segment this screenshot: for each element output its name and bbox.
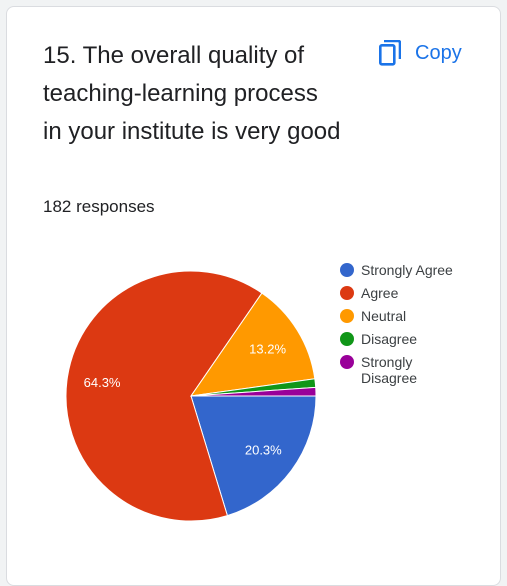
legend-label: Disagree <box>361 331 418 347</box>
legend-swatch <box>340 286 354 300</box>
legend-item-strongly-agree[interactable]: Strongly Agree <box>340 262 461 278</box>
legend-item-strongly-disagree[interactable]: Strongly Disagree <box>340 354 461 386</box>
pie-slice-agree[interactable] <box>65 270 263 522</box>
legend-label: Strongly Agree <box>361 262 453 278</box>
chart-legend: Strongly Agree Agree Neutral Disagree Strong… <box>340 262 461 393</box>
legend-swatch <box>340 355 354 369</box>
slice-label-strongly-agree: 20.3% <box>245 443 282 458</box>
legend-item-agree[interactable]: Agree <box>340 285 461 301</box>
legend-label: Neutral <box>361 308 407 324</box>
response-count: 182 responses <box>43 197 155 216</box>
copy-label: Copy <box>415 41 462 64</box>
legend-swatch <box>340 263 354 277</box>
question-title: 15. The overall quality of teaching-lear… <box>43 42 341 145</box>
legend-swatch <box>340 332 354 346</box>
legend-label: Strongly Disagree <box>361 354 418 386</box>
slice-label-agree: 64.3% <box>84 375 121 390</box>
legend-swatch <box>340 309 354 323</box>
pie-slice-neutral[interactable] <box>189 292 316 397</box>
slice-label-neutral: 13.2% <box>249 342 286 357</box>
legend-item-neutral[interactable]: Neutral <box>340 308 461 324</box>
pie-slice-strongly-disagree[interactable] <box>190 386 317 397</box>
copy-button[interactable]: Copy <box>379 40 462 66</box>
legend-label: Agree <box>361 285 399 301</box>
copy-icon <box>379 40 401 66</box>
legend-item-disagree[interactable]: Disagree <box>340 331 461 347</box>
pie-slice-strongly-agree[interactable] <box>190 395 317 517</box>
